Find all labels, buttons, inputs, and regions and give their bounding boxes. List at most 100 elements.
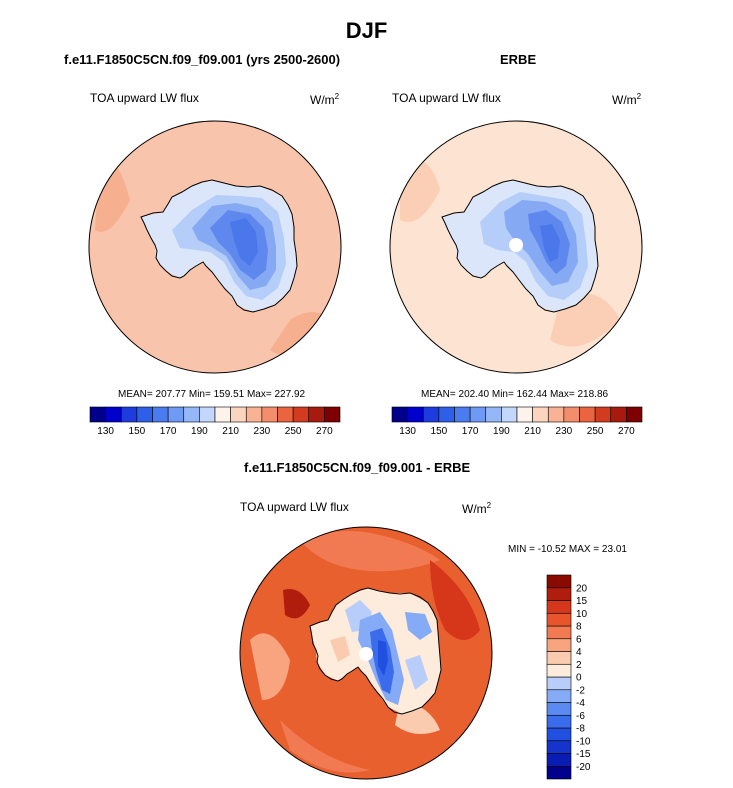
panel3-colorbar-label: -2 — [576, 685, 585, 696]
panel3-ocean-patch-1 — [300, 531, 440, 572]
panel3-colorbar-box-10 — [546, 638, 572, 652]
panel2-colorbar-box-11 — [563, 406, 580, 423]
panel3-units: W/m2 — [462, 501, 492, 516]
panel3-colorbar-label: -15 — [576, 749, 591, 760]
panel1-colorbar-box-2 — [120, 406, 138, 423]
panel3-ocean-patch-4 — [280, 720, 370, 773]
panel2-colorbar-box-3 — [438, 406, 455, 423]
panel1-colorbar-label: 190 — [191, 426, 208, 437]
panel3-colorbar-label: 8 — [576, 622, 582, 633]
panel3-colorbar-box-4 — [546, 714, 572, 729]
panel3-colorbar-box-11 — [546, 625, 572, 640]
panel1-antarctica-core — [230, 218, 258, 266]
panel2-colorbar-label: 270 — [618, 426, 635, 437]
panel3-colorbar-box-1 — [546, 753, 572, 767]
panel3-colorbar-box-0 — [546, 765, 572, 780]
panel2-colorbar-box-6 — [485, 406, 502, 423]
panel2-colorbar-label: 130 — [399, 426, 416, 437]
panel1-map-border — [88, 120, 342, 374]
panel1-title: f.e11.F1850C5CN.f09_f09.001 (yrs 2500-26… — [64, 52, 341, 67]
panel2-units: W/m2 — [612, 92, 642, 107]
panel3-colorbar-box-13 — [546, 600, 572, 614]
panel3-colorbar-label: -4 — [576, 698, 585, 709]
panel1-colorbar-box-5 — [167, 406, 185, 423]
panel3-colorbar: -20 -15 -10-8 -6 -4 -20 2 4 68 10 15 20 — [546, 574, 591, 780]
panel2-colorbar-label: 150 — [431, 426, 448, 437]
panel3-colorbar-label: 15 — [576, 596, 588, 607]
panel1-variable-label: TOA upward LW flux — [90, 91, 199, 105]
panel3-pole-hole — [359, 647, 373, 661]
panel3-colorbar-box-2 — [546, 740, 572, 754]
panel1-colorbar-box-11 — [261, 406, 278, 423]
panel3-colorbar-box-9 — [546, 651, 572, 665]
panel1-colorbar-box-14 — [308, 406, 325, 423]
panel3-colorbar-box-8 — [546, 663, 572, 678]
panel2-colorbar-box-5 — [469, 406, 487, 423]
panel1-colorbar-box-0 — [89, 406, 106, 423]
panel3-colorbar-label: 20 — [576, 583, 588, 594]
panel1-colorbar-label: 270 — [316, 426, 333, 437]
panel2-colorbar-box-14 — [610, 406, 627, 423]
panel1-colorbar-label: 230 — [254, 426, 271, 437]
panel3-stats: MIN = -10.52 MAX = 23.01 — [508, 544, 627, 555]
panel3-colorbar-label: 10 — [576, 609, 588, 620]
panel1-stats: MEAN= 207.77 Min= 159.51 Max= 227.92 — [118, 389, 306, 400]
panel3-variable-label: TOA upward LW flux — [240, 500, 349, 514]
panel1-map — [88, 120, 342, 374]
panel3-antarctica-patch-7 — [405, 655, 428, 690]
panel3-colorbar-box-12 — [546, 612, 572, 627]
panel2-colorbar-label: 210 — [524, 426, 541, 437]
panel3-colorbar-label: -20 — [576, 762, 591, 773]
panel2-variable-label: TOA upward LW flux — [392, 91, 501, 105]
figure-title: DJF — [345, 18, 388, 43]
panel3-colorbar-label: 6 — [576, 634, 582, 645]
panel3-antarctica-patch-5 — [405, 612, 432, 640]
panel2-colorbar-label: 230 — [556, 426, 573, 437]
panel2-colorbar-box-1 — [407, 406, 424, 423]
panel1-colorbar-box-7 — [199, 406, 216, 423]
panel3-ocean-patch-3 — [430, 560, 480, 640]
panel2-colorbar-box-15 — [626, 406, 643, 423]
panel3-map — [239, 526, 493, 780]
panel2-colorbar-box-8 — [516, 406, 533, 423]
panel1-units: W/m2 — [310, 92, 340, 107]
panel3-colorbar-box-5 — [546, 702, 572, 716]
panel1-colorbar-box-10 — [245, 406, 263, 423]
panel2-colorbar-label: 250 — [587, 426, 604, 437]
panel3-ocean-patch-5 — [283, 589, 310, 619]
panel1-coastline — [140, 179, 298, 313]
panel3-antarctica-patch-4 — [378, 640, 388, 676]
panel3-colorbar-label: 4 — [576, 647, 582, 658]
panel3-colorbar-label: 2 — [576, 660, 582, 671]
panel1-colorbar-box-1 — [105, 406, 122, 423]
panel2-coastline — [441, 179, 599, 313]
panel2-colorbar-box-12 — [579, 406, 596, 423]
panel2-antarctica-core — [540, 224, 560, 262]
panel2-colorbar-label: 170 — [462, 426, 479, 437]
panel3-colorbar-box-15 — [546, 574, 572, 589]
panel2-colorbar-box-2 — [422, 406, 440, 423]
panel1-colorbar-box-3 — [136, 406, 153, 423]
panel2-colorbar: 130 150 170 190 210 230 250 270 — [391, 406, 643, 437]
panel3-antarctica-patch-6 — [330, 636, 350, 662]
panel2-title: ERBE — [500, 52, 537, 67]
panel2-stats: MEAN= 202.40 Min= 162.44 Max= 218.86 — [421, 389, 609, 400]
panel3-colorbar-label: -6 — [576, 711, 585, 722]
panel1-colorbar-box-9 — [230, 406, 247, 423]
panel3-colorbar-label: -10 — [576, 736, 591, 747]
panel3-colorbar-label: 0 — [576, 673, 582, 684]
panel3-coastline — [309, 587, 442, 715]
panel3-colorbar-box-7 — [546, 676, 572, 691]
panel1-colorbar-label: 150 — [129, 426, 146, 437]
panel3-colorbar-box-14 — [546, 587, 572, 601]
panel3-colorbar-box-6 — [546, 689, 572, 703]
panel2-colorbar-box-0 — [391, 406, 408, 423]
panel1-colorbar-box-6 — [183, 406, 200, 423]
panel2-map-border — [389, 120, 643, 374]
panel2-colorbar-box-9 — [532, 406, 549, 423]
panel1-colorbar: 130 150 170 190 210 230 250 270 — [89, 406, 341, 437]
panel1-colorbar-label: 250 — [285, 426, 302, 437]
panel2-pole-hole — [509, 238, 523, 252]
panel1-colorbar-box-12 — [277, 406, 294, 423]
